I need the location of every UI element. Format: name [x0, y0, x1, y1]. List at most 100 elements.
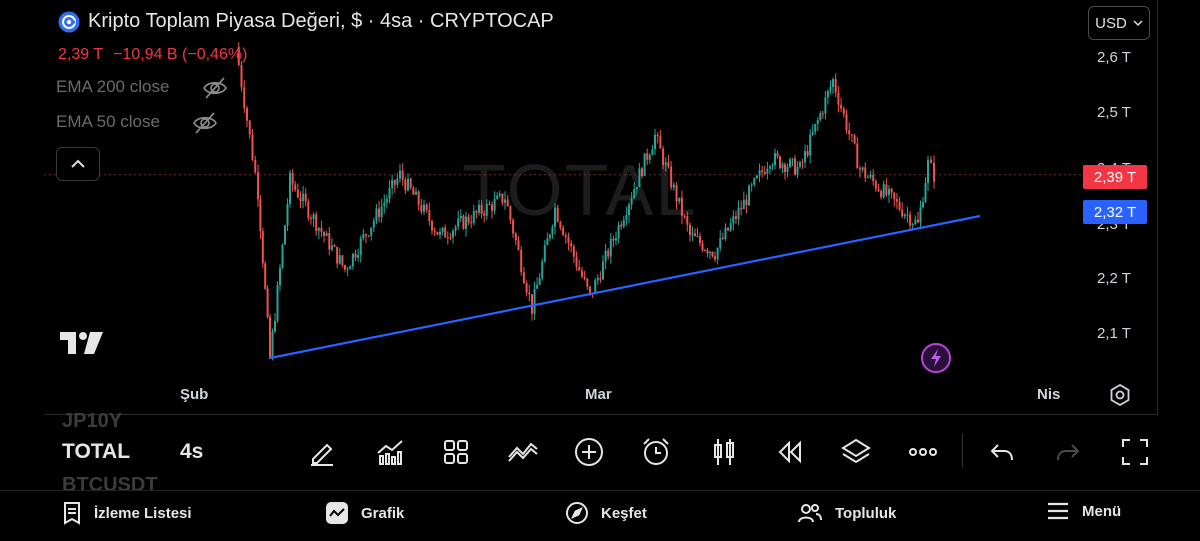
candle-body — [475, 210, 478, 213]
candle-body — [901, 209, 904, 217]
undo-icon[interactable] — [984, 434, 1020, 470]
candle-body — [372, 220, 375, 228]
candle-body — [654, 134, 656, 150]
interval-button[interactable]: 4s — [180, 440, 204, 463]
prev-symbol[interactable]: JP10Y — [62, 410, 123, 432]
candle-body — [607, 250, 610, 257]
ema200-label[interactable]: EMA 200 close — [56, 77, 170, 96]
candle-body — [819, 113, 822, 120]
candle-body — [423, 204, 425, 212]
nav-menu[interactable]: Menü — [1046, 501, 1121, 521]
candle-body — [444, 227, 447, 238]
candle-body — [259, 198, 262, 232]
candle-body — [694, 233, 696, 237]
candle-body — [641, 168, 643, 177]
symbol-button[interactable]: TOTAL — [62, 440, 131, 463]
candle-body — [491, 204, 493, 211]
nav-chart[interactable]: Grafik — [325, 501, 404, 525]
candle-body — [546, 238, 549, 246]
candlestick-chart[interactable] — [0, 0, 1200, 415]
eye-off-icon[interactable] — [192, 110, 218, 136]
candle-body — [745, 199, 748, 206]
candle-body — [439, 231, 441, 235]
candle-body — [333, 245, 336, 247]
replay-icon[interactable] — [772, 434, 808, 470]
candle-body — [567, 236, 570, 244]
compare-icon[interactable] — [505, 434, 541, 470]
candle-body — [506, 199, 509, 207]
candle-body — [385, 198, 388, 203]
candle-body — [388, 187, 391, 199]
fullscreen-icon[interactable] — [1117, 434, 1153, 470]
candle-body — [425, 204, 428, 211]
grid-icon[interactable] — [438, 434, 474, 470]
candle-body — [898, 201, 901, 210]
candle-body — [893, 192, 896, 200]
candle-body — [514, 233, 517, 241]
pencil-icon[interactable] — [304, 434, 340, 470]
candle-body — [367, 235, 370, 237]
candle-body — [237, 46, 240, 66]
alarm-icon[interactable] — [638, 434, 674, 470]
candle-body — [599, 277, 602, 280]
lightning-icon[interactable] — [920, 342, 952, 374]
chevron-up-icon — [70, 159, 86, 169]
chart-title-row[interactable]: Kripto Toplam Piyasa Değeri, $ · 4sa · C… — [58, 10, 554, 33]
collapse-legend-button[interactable] — [56, 147, 100, 181]
candle-body — [351, 253, 354, 267]
candle-body — [281, 244, 284, 268]
candle-body — [919, 207, 922, 223]
candle-body — [683, 215, 686, 217]
bottom-navigation: İzleme Listesi Grafik Keşfet Topluluk Me… — [0, 490, 1200, 541]
candle-body — [701, 243, 704, 251]
candle-body — [906, 214, 909, 216]
candle-body — [341, 255, 344, 266]
candle-body — [328, 233, 331, 250]
eye-off-icon[interactable] — [202, 75, 228, 101]
candle-body — [246, 108, 248, 121]
currency-select[interactable]: USD — [1088, 6, 1150, 40]
candle-body — [325, 233, 328, 236]
candle-body — [276, 285, 279, 321]
candle-body — [724, 227, 727, 240]
candle-body — [240, 65, 243, 88]
more-icon[interactable] — [905, 434, 941, 470]
chart-area[interactable]: TOTAL Kripto Toplam Piyasa Değeri, $ · 4… — [0, 0, 1200, 415]
ema50-label[interactable]: EMA 50 close — [56, 112, 160, 131]
candle-body — [628, 204, 630, 216]
add-icon[interactable] — [571, 434, 607, 470]
candle-body — [796, 166, 799, 175]
candle-body — [257, 172, 259, 199]
nav-watchlist[interactable]: İzleme Listesi — [62, 501, 192, 525]
community-icon — [797, 501, 823, 525]
nav-community[interactable]: Topluluk — [797, 501, 896, 525]
candle-body — [478, 204, 480, 213]
candle-body — [266, 288, 269, 317]
candle-body — [330, 245, 333, 250]
candle-body — [512, 219, 515, 234]
candle-body — [302, 193, 305, 202]
indicators-icon[interactable] — [372, 434, 408, 470]
candle-body — [409, 178, 412, 189]
candle-body — [575, 256, 578, 267]
layers-icon[interactable] — [838, 434, 874, 470]
candle-body — [776, 153, 779, 157]
redo-icon[interactable] — [1050, 434, 1086, 470]
candle-body — [436, 231, 439, 235]
candle-body — [364, 234, 367, 236]
candle-body — [786, 166, 789, 172]
candle-body — [874, 181, 877, 189]
candle-body — [517, 240, 520, 250]
candles-icon[interactable] — [706, 434, 742, 470]
candle-body — [903, 214, 906, 217]
candle-body — [648, 155, 651, 160]
nav-explore[interactable]: Keşfet — [565, 501, 647, 525]
candle-body — [840, 104, 843, 109]
candle-body — [779, 156, 781, 169]
settings-icon[interactable] — [1108, 383, 1132, 407]
price-tick: 2,1 T — [1097, 325, 1131, 342]
candle-body — [251, 134, 254, 160]
candle-body — [465, 216, 467, 229]
candle-body — [401, 170, 404, 180]
candle-body — [470, 222, 473, 224]
